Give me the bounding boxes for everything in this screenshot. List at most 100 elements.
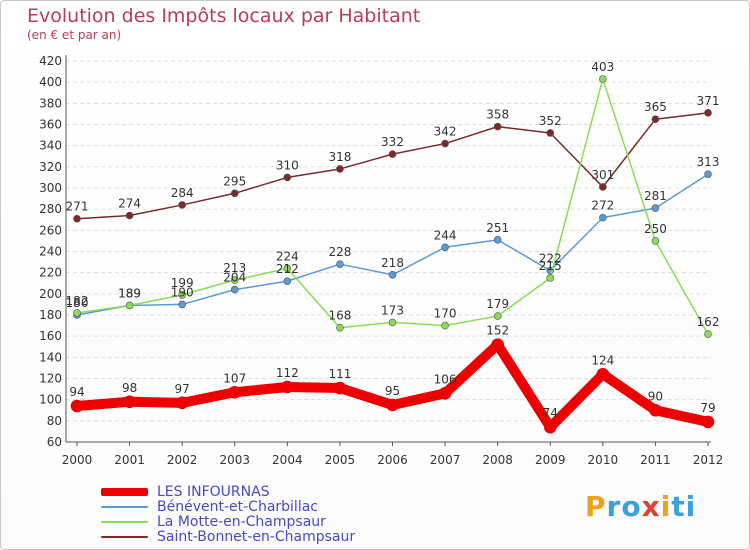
data-point [73,214,81,223]
legend-label: La Motte-en-Champsaur [157,513,326,530]
data-label: 168 [328,309,351,323]
y-tick-label: 420 [39,54,62,68]
legend-item: LES INFOURNAS [101,483,355,500]
legend-label: LES INFOURNAS [157,483,270,500]
data-label: 204 [223,271,246,285]
data-point [175,396,189,410]
data-label: 95 [385,384,400,398]
data-label: 250 [644,222,667,236]
data-label: 313 [697,155,720,169]
data-label: 224 [276,249,299,263]
data-label: 271 [66,200,89,214]
data-label: 152 [486,324,509,338]
legend-label: Saint-Bonnet-en-Champsaur [157,528,356,545]
y-tick-label: 380 [39,96,62,110]
data-label: 97 [175,382,190,396]
data-label: 124 [591,353,614,367]
data-point [178,201,186,209]
y-tick-label: 80 [47,414,62,428]
data-point [386,398,399,412]
data-point [493,122,502,131]
brand-letter: o [621,490,642,523]
data-point [599,183,607,191]
brand-logo: Proxiti [585,490,696,523]
data-point [701,415,715,429]
brand-letter: r [606,490,622,523]
data-label: 228 [328,245,351,259]
data-label: 74 [543,406,558,420]
legend-label: Bénévent-et-Charbillac [157,498,318,515]
y-tick-label: 320 [39,160,62,174]
data-point [441,243,449,252]
data-label: 189 [118,286,141,300]
data-label: 180 [66,296,89,310]
x-tick-label: 2003 [219,453,250,467]
legend-item: La Motte-en-Champsaur [101,513,355,530]
data-point [388,318,397,327]
data-label: 107 [223,371,246,385]
data-label: 318 [328,150,351,164]
data-point [441,321,449,330]
data-point [70,399,84,413]
data-point [599,75,607,83]
data-label: 332 [381,135,404,149]
y-tick-label: 100 [39,393,62,407]
data-label: 352 [539,114,562,128]
data-point [281,380,294,394]
data-point [651,115,660,124]
data-point [649,403,662,417]
brand-letter: t [671,490,686,523]
data-label: 251 [486,221,509,235]
data-point [336,260,344,269]
data-point [283,264,292,273]
data-point [388,150,397,158]
data-point [388,270,397,279]
y-tick-label: 260 [39,223,62,237]
data-label: 272 [591,199,614,213]
data-label: 365 [644,100,667,114]
data-point [704,330,712,338]
brand-letter: x [641,490,661,523]
y-tick-label: 400 [39,75,62,89]
x-tick-label: 2011 [640,453,671,467]
data-point [283,277,292,285]
chart-title: Evolution des Impôts locaux par Habitant [27,5,421,27]
legend-swatch [101,505,148,508]
data-label: 111 [328,367,351,381]
data-label: 189 [118,286,141,300]
legend-swatch [101,535,148,538]
data-point [333,381,347,395]
data-label: 295 [223,174,246,188]
y-tick-label: 180 [39,308,62,322]
data-label: 310 [276,158,299,172]
data-label: 284 [171,186,194,200]
data-label: 274 [118,197,141,211]
y-tick-label: 200 [39,287,62,301]
data-point [493,312,502,320]
data-point [230,189,239,198]
y-tick-label: 140 [39,350,62,364]
data-point [599,213,607,222]
data-label: 358 [486,108,509,122]
y-tick-label: 280 [39,202,62,216]
data-point [125,211,134,220]
data-label: 371 [697,94,720,108]
chart-subtitle: (en € et par an) [27,28,122,42]
brand-letter: P [585,490,607,523]
x-tick-label: 2002 [167,453,198,467]
x-tick-label: 2007 [430,453,461,467]
data-point [123,395,136,409]
y-tick-label: 160 [39,329,62,343]
data-label: 94 [69,385,84,399]
data-point [336,323,344,332]
y-tick-label: 360 [39,118,62,132]
data-point [73,309,81,317]
x-tick-label: 2005 [325,453,356,467]
y-tick-label: 220 [39,266,62,280]
data-point [438,387,452,400]
data-point [651,204,660,212]
brand-letter: i [685,490,697,523]
data-point [336,165,344,173]
data-point [704,170,712,179]
data-point [543,420,557,434]
